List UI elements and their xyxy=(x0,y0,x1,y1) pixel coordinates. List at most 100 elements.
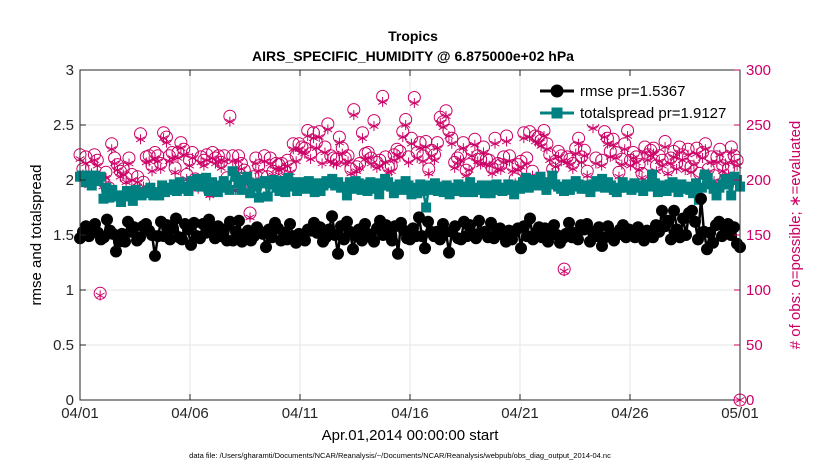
obs-evaluated-point xyxy=(478,147,489,158)
y-left-tick-label: 3 xyxy=(66,62,74,79)
obs-evaluated-point xyxy=(660,142,670,152)
obs-evaluated-point xyxy=(124,158,134,169)
totalspread-point xyxy=(617,177,628,188)
totalspread-point xyxy=(95,171,106,182)
rmse-point xyxy=(260,241,272,254)
totalspread-point xyxy=(515,183,525,194)
totalspread-point xyxy=(377,180,388,191)
obs-evaluated-point xyxy=(320,147,330,158)
totalspread-point xyxy=(341,190,352,201)
obs-evaluated-point xyxy=(401,120,411,130)
rmse-point xyxy=(110,245,122,258)
totalspread-point xyxy=(312,178,323,189)
totalspread-point xyxy=(538,177,549,188)
totalspread-point xyxy=(688,188,699,199)
totalspread-point xyxy=(83,170,94,181)
obs-evaluated-point xyxy=(187,153,198,163)
rmse-point xyxy=(188,216,200,229)
rmse-point xyxy=(134,231,146,244)
totalspread-point xyxy=(594,181,605,192)
obs-evaluated-point xyxy=(147,166,157,177)
totalspread-point xyxy=(509,189,520,200)
obs-evaluated-point xyxy=(499,157,509,168)
obs-evaluated-point xyxy=(568,164,578,174)
totalspread-point xyxy=(488,184,499,195)
totalspread-point xyxy=(268,175,279,185)
rmse-point xyxy=(128,221,140,234)
totalspread-point xyxy=(145,182,156,193)
totalspread-point xyxy=(280,187,291,198)
obs-evaluated-point xyxy=(720,158,731,169)
y-left-tick-label: 0.5 xyxy=(53,337,74,354)
obs-evaluated-point xyxy=(617,159,627,170)
totalspread-point xyxy=(183,186,194,196)
totalspread-point xyxy=(649,178,660,189)
rmse-point xyxy=(266,231,278,244)
rmse-point xyxy=(164,233,176,246)
totalspread-point xyxy=(292,186,303,196)
obs-evaluated-point xyxy=(354,162,365,173)
rmse-point xyxy=(665,233,677,246)
totalspread-point xyxy=(482,180,493,191)
totalspread-point xyxy=(541,184,552,195)
obs-evaluated-point xyxy=(349,110,359,121)
totalspread-point xyxy=(708,183,719,194)
y-axis-right-label: # of obs: o=possible; ∗=evaluated xyxy=(787,121,804,350)
obs-evaluated-point xyxy=(323,124,333,135)
rmse-point xyxy=(119,235,131,248)
obs-evaluated-point xyxy=(674,147,685,158)
obs-evaluated-point xyxy=(179,149,189,160)
totalspread-point xyxy=(711,190,722,201)
totalspread-point xyxy=(567,181,578,192)
totalspread-point xyxy=(421,202,432,213)
rmse-point xyxy=(233,214,245,227)
rmse-point xyxy=(572,233,584,246)
obs-evaluated-point xyxy=(455,155,466,166)
totalspread-point xyxy=(720,173,731,184)
totalspread-point xyxy=(717,179,728,190)
y-right-tick-label: 200 xyxy=(746,172,771,189)
totalspread-point xyxy=(368,183,379,194)
obs-evaluated-point xyxy=(438,122,448,133)
rmse-point xyxy=(230,225,242,238)
totalspread-point xyxy=(236,184,247,195)
rmse-point xyxy=(176,233,188,246)
totalspread-point xyxy=(418,186,429,196)
x-tick-label: 04/26 xyxy=(611,405,649,422)
totalspread-point xyxy=(116,197,127,207)
totalspread-point xyxy=(532,180,543,191)
totalspread-point xyxy=(412,188,423,199)
obs-evaluated-point xyxy=(317,158,327,169)
obs-evaluated-point xyxy=(712,157,722,168)
obs-evaluated-point xyxy=(418,156,428,167)
totalspread-point xyxy=(215,182,226,193)
rmse-point xyxy=(299,234,311,247)
rmse-point xyxy=(326,210,338,223)
totalspread-point xyxy=(465,177,476,188)
obs-evaluated-point xyxy=(605,151,615,162)
data-file-footnote: data file: /Users/gharamti/Documents/NCA… xyxy=(189,451,611,460)
obs-evaluated-point xyxy=(254,166,264,177)
totalspread-point xyxy=(171,186,182,196)
obs-evaluated-point xyxy=(314,132,324,143)
obs-evaluated-point xyxy=(395,151,405,162)
obs-evaluated-point xyxy=(507,166,517,177)
rmse-point xyxy=(167,222,179,235)
rmse-point xyxy=(359,218,371,230)
totalspread-point xyxy=(365,177,376,188)
totalspread-point xyxy=(535,171,546,182)
totalspread-point xyxy=(127,195,138,206)
totalspread-point xyxy=(327,173,338,184)
obs-evaluated-point xyxy=(251,158,261,169)
totalspread-point xyxy=(371,178,382,189)
obs-evaluated-point xyxy=(634,165,644,176)
totalspread-point xyxy=(113,190,124,201)
x-tick-label: 04/11 xyxy=(282,405,318,422)
totalspread-point xyxy=(673,187,684,198)
obs-evaluated-point xyxy=(369,121,379,132)
totalspread-point xyxy=(723,179,734,190)
obs-evaluated-point xyxy=(542,144,552,155)
y-left-tick-label: 0 xyxy=(66,392,74,409)
legend: rmse pr=1.5367 totalspread pr=1.9127 xyxy=(535,76,736,124)
totalspread-point xyxy=(374,189,385,200)
